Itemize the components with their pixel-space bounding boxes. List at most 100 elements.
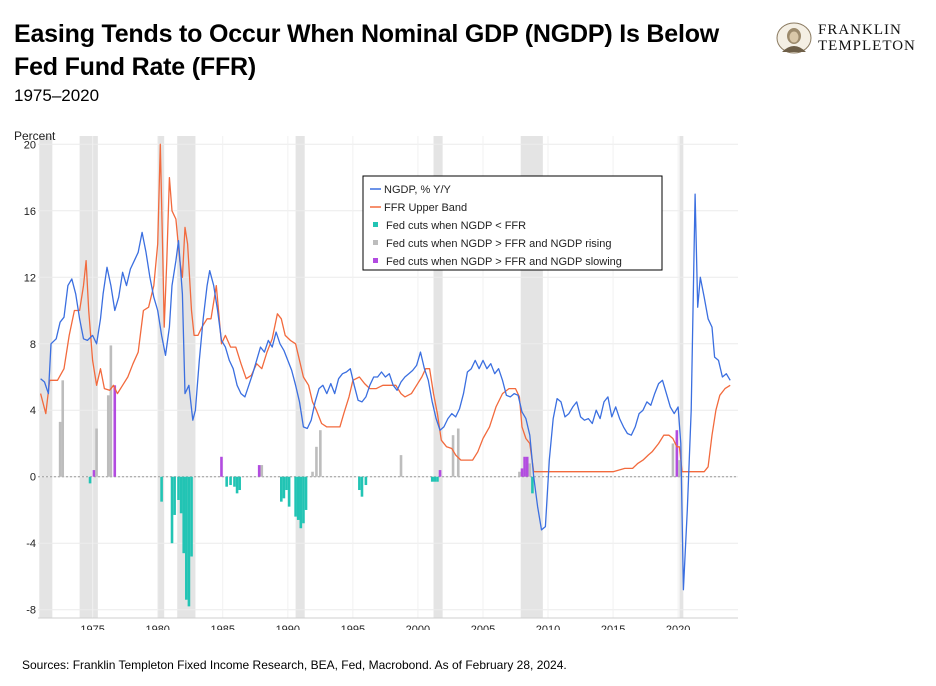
y-axis-label: Percent: [14, 129, 56, 143]
y-tick-label: 16: [24, 206, 36, 218]
cut-bar-below: [173, 476, 176, 515]
cut-bar-slowing: [523, 456, 526, 477]
chart-subtitle: 1975–2020: [14, 86, 100, 105]
x-tick-label: 2020: [666, 624, 690, 630]
y-tick-label: 20: [24, 139, 36, 151]
cut-bar-slowing: [92, 470, 96, 477]
franklin-templeton-logo: FRANKLIN TEMPLETON: [776, 22, 926, 56]
logo-line-1: FRANKLIN: [818, 22, 902, 38]
cut-bar-below: [170, 476, 174, 544]
y-tick-label: -4: [26, 538, 36, 550]
ffr-line: [39, 143, 731, 473]
legend-swatch-square: [373, 258, 378, 263]
cut-bar-below: [282, 476, 286, 499]
legend-label: FFR Upper Band: [384, 202, 467, 214]
cut-bar-below: [160, 476, 163, 502]
cut-bar-below: [179, 476, 183, 514]
cut-bar-rising: [456, 428, 460, 477]
chart-title: Easing Tends to Occur When Nominal GDP (…: [14, 20, 720, 81]
x-tick-label: 1980: [145, 624, 169, 630]
cut-bar-below: [190, 476, 193, 557]
cut-bar-below: [285, 476, 288, 491]
cut-bar-below: [430, 476, 434, 482]
cut-bar-rising: [95, 428, 98, 477]
legend-label: NGDP, % Y/Y: [384, 184, 452, 196]
cut-bar-rising: [678, 460, 681, 477]
cut-bar-below: [229, 476, 232, 486]
cut-bar-rising: [311, 471, 314, 477]
cut-bar-slowing: [525, 456, 529, 477]
y-tick-label: 8: [30, 339, 36, 351]
x-tick-label: 1995: [341, 624, 365, 630]
y-tick-label: 12: [24, 272, 36, 284]
cut-bar-below: [299, 476, 303, 529]
recession-band: [157, 136, 165, 618]
cut-bar-below: [182, 476, 186, 554]
cut-bar-below: [280, 476, 283, 502]
cut-bar-rising: [528, 463, 532, 477]
cut-bar-rising: [58, 421, 62, 477]
cut-bar-below: [225, 476, 228, 487]
recession-band: [79, 136, 98, 618]
x-tick-label: 1990: [276, 624, 300, 630]
cut-bar-slowing: [520, 468, 524, 477]
cut-bar-below: [185, 476, 188, 600]
cut-bar-below: [360, 476, 364, 497]
cut-bar-below: [294, 476, 297, 517]
cut-bar-rising: [319, 430, 322, 477]
x-tick-label: 2015: [601, 624, 625, 630]
cut-bar-below: [296, 476, 300, 520]
logo-wordmark: FRANKLIN TEMPLETON: [818, 22, 916, 54]
cut-bar-below: [238, 476, 241, 491]
legend-box: [362, 175, 663, 271]
cut-bar-rising: [671, 443, 675, 477]
cut-bar-below: [364, 476, 368, 486]
cut-bar-below: [187, 476, 191, 607]
cut-bar-below: [177, 476, 180, 500]
cut-bar-slowing: [438, 470, 442, 477]
x-tick-label: 1985: [211, 624, 235, 630]
cut-bar-below: [531, 476, 534, 494]
recession-band: [679, 136, 684, 618]
cut-bar-slowing: [675, 430, 679, 477]
logo-line-2: TEMPLETON: [818, 38, 916, 54]
y-tick-label: 0: [30, 472, 36, 484]
legend-label: Fed cuts when NGDP > FFR and NGDP rising: [386, 238, 611, 250]
recession-band: [39, 136, 53, 618]
legend: NGDP, % Y/Y FFR Upper Band Fed cuts when N…: [362, 175, 663, 271]
cut-bar-below: [233, 476, 236, 487]
chart-svg: 20 16 12 8 4 0 -4 -8 1975 1980 1985 1990 1995 2000 200…: [14, 129, 738, 630]
recession-band: [433, 136, 443, 618]
cut-bar-rising: [61, 380, 65, 477]
recession-band: [295, 136, 305, 618]
cut-bar-rising: [260, 465, 264, 477]
legend-swatch-square: [373, 222, 378, 227]
cut-bar-slowing: [257, 465, 261, 477]
y-tick-label: -8: [26, 605, 36, 617]
cut-bar-below: [436, 476, 439, 482]
y-tick-label: 4: [30, 405, 36, 417]
cut-bar-slowing: [220, 456, 223, 477]
x-tick-label: 2005: [471, 624, 495, 630]
legend-label: Fed cuts when NGDP < FFR: [386, 220, 526, 232]
cut-bar-below: [287, 476, 291, 507]
ngdp-line: [40, 193, 731, 591]
cut-bar-below: [88, 476, 92, 484]
cut-bar-rising: [451, 435, 455, 477]
legend-swatch-square: [373, 240, 378, 245]
x-tick-label: 1975: [80, 624, 104, 630]
cut-bar-slowing: [113, 385, 117, 477]
cut-bar-below: [304, 476, 308, 510]
cut-bar-rising: [518, 471, 521, 477]
cut-bar-rising: [399, 455, 403, 477]
cut-bar-rising: [109, 345, 113, 477]
franklin-portrait-icon: [776, 22, 812, 54]
x-tick-label: 2000: [406, 624, 430, 630]
cut-bar-rising: [315, 446, 318, 477]
cut-bar-below: [235, 476, 239, 494]
cut-bar-below: [433, 476, 437, 482]
cut-bar-below: [302, 476, 305, 524]
legend-label: Fed cuts when NGDP > FFR and NGDP slowin…: [386, 256, 622, 268]
cut-bar-below: [358, 476, 361, 491]
source-note: Sources: Franklin Templeton Fixed Income…: [22, 658, 567, 672]
